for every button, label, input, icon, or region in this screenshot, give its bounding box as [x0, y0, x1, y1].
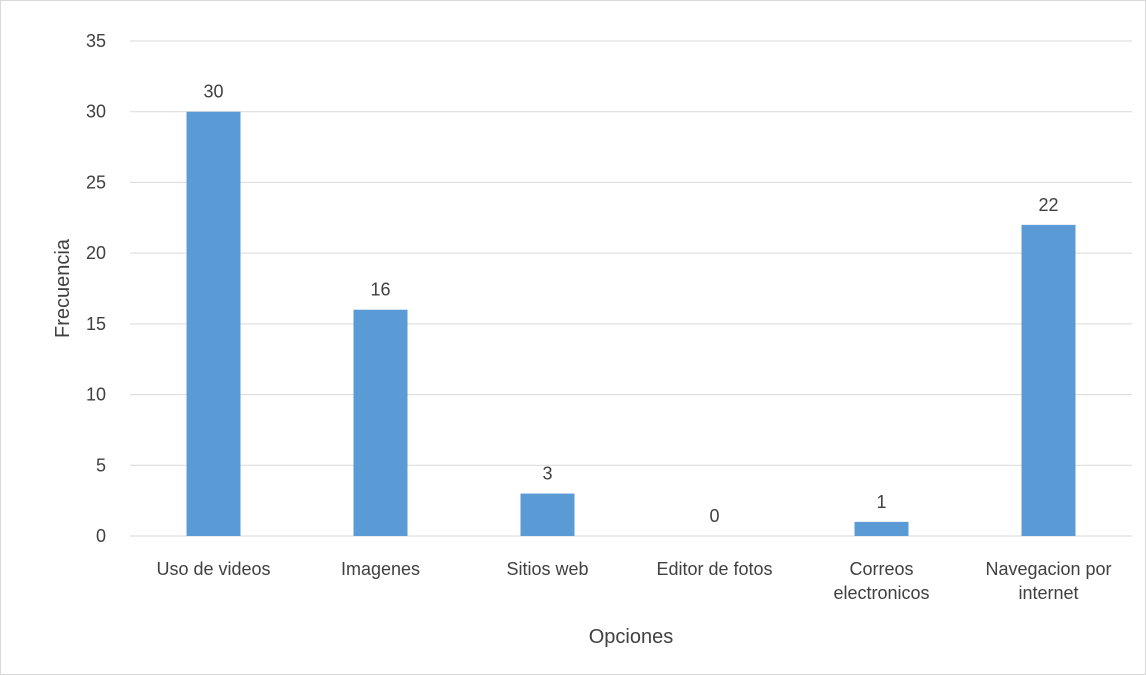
y-tick-label: 5 [96, 455, 106, 475]
bar [353, 309, 408, 536]
y-tick-label: 0 [96, 526, 106, 546]
x-axis-ticks: Uso de videos Imagenes Sitios web Editor de… [156, 559, 1111, 603]
data-label: 30 [203, 82, 223, 102]
data-label: 3 [542, 464, 552, 484]
y-tick-label: 25 [86, 172, 106, 192]
y-tick-label: 15 [86, 314, 106, 334]
x-category-label: Sitios web [506, 559, 588, 579]
x-category-label-line: Imagenes [341, 559, 420, 579]
y-tick-label: 35 [86, 31, 106, 51]
y-axis-ticks: 0 5 10 15 20 25 30 35 [86, 31, 106, 546]
bar [520, 493, 575, 536]
x-category-label-line: Uso de videos [156, 559, 270, 579]
bars [186, 111, 1076, 536]
x-category-label-line: Editor de fotos [656, 559, 772, 579]
x-category-label-line: internet [1018, 583, 1078, 603]
data-label: 16 [370, 280, 390, 300]
data-label: 22 [1038, 195, 1058, 215]
y-tick-label: 20 [86, 243, 106, 263]
x-category-label-line: Correos [849, 559, 913, 579]
y-axis-title: Frecuencia [52, 238, 74, 338]
x-category-label-line: Navegacion por [985, 559, 1111, 579]
x-category-label-line: Sitios web [506, 559, 588, 579]
bar [854, 521, 909, 536]
x-category-label: Correos electronicos [833, 559, 929, 603]
y-tick-label: 30 [86, 102, 106, 122]
bar [1021, 224, 1076, 536]
data-label: 0 [709, 506, 719, 526]
gridlines [130, 40, 1132, 537]
x-category-label: Navegacion por internet [985, 559, 1111, 603]
x-category-label: Editor de fotos [656, 559, 772, 579]
x-category-label-line: electronicos [833, 583, 929, 603]
x-category-label: Uso de videos [156, 559, 270, 579]
bar [186, 111, 241, 536]
x-category-label: Imagenes [341, 559, 420, 579]
y-tick-label: 10 [86, 385, 106, 405]
data-label: 1 [876, 492, 886, 512]
x-axis-title: Opciones [589, 626, 674, 648]
